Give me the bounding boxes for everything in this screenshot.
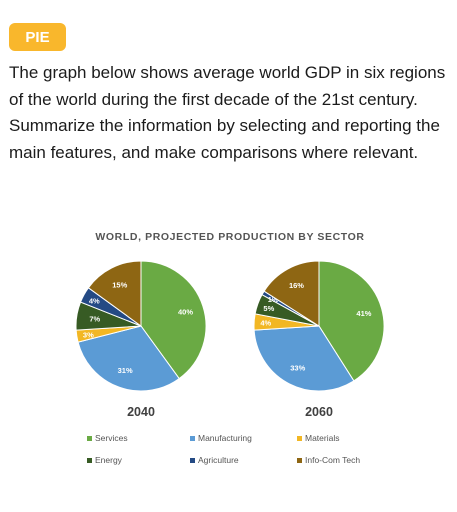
slice-2040-manufacturing	[77, 325, 180, 392]
legend-swatch-agriculture	[190, 458, 195, 463]
legend-label-manufacturing: Manufacturing	[198, 433, 252, 443]
data-label-2060-info-com-tech: 16%	[289, 281, 304, 290]
category-tag: PIE	[9, 23, 66, 51]
slice-2060-info-com-tech	[263, 260, 320, 327]
legend-swatch-energy	[87, 458, 92, 463]
data-label-2060-services: 41%	[356, 309, 371, 318]
legend-swatch-materials	[297, 436, 302, 441]
legend-label-info-com-tech: Info-Com Tech	[305, 455, 360, 465]
slice-2040-services	[140, 260, 207, 380]
slice-2060-manufacturing	[253, 325, 355, 392]
data-label-2060-manufacturing: 33%	[290, 364, 305, 373]
data-label-2060-materials: 4%	[260, 319, 271, 328]
data-label-2060-energy: 5%	[263, 304, 274, 313]
chart-title: WORLD, PROJECTED PRODUCTION BY SECTOR	[95, 231, 364, 243]
data-label-2040-manufacturing: 31%	[118, 366, 133, 375]
data-label-2040-energy: 7%	[89, 315, 100, 324]
task-prompt: The graph below shows average world GDP …	[9, 63, 446, 162]
data-label-2040-info-com-tech: 15%	[112, 280, 127, 289]
year-label-2060: 2060	[305, 405, 333, 419]
legend-swatch-info-com-tech	[297, 458, 302, 463]
data-label-2040-materials: 3%	[83, 330, 94, 339]
legend-label-services: Services	[95, 433, 128, 443]
data-label-2040-services: 40%	[178, 308, 193, 317]
legend-swatch-services	[87, 436, 92, 441]
legend-label-energy: Energy	[95, 455, 123, 465]
slice-2040-info-com-tech	[87, 260, 142, 327]
data-label-2040-agriculture: 4%	[89, 296, 100, 305]
data-label-2060-agriculture: 1%	[268, 295, 279, 304]
year-label-2040: 2040	[127, 405, 155, 419]
legend-label-materials: Materials	[305, 433, 339, 443]
legend-label-agriculture: Agriculture	[198, 455, 239, 465]
legend-swatch-manufacturing	[190, 436, 195, 441]
